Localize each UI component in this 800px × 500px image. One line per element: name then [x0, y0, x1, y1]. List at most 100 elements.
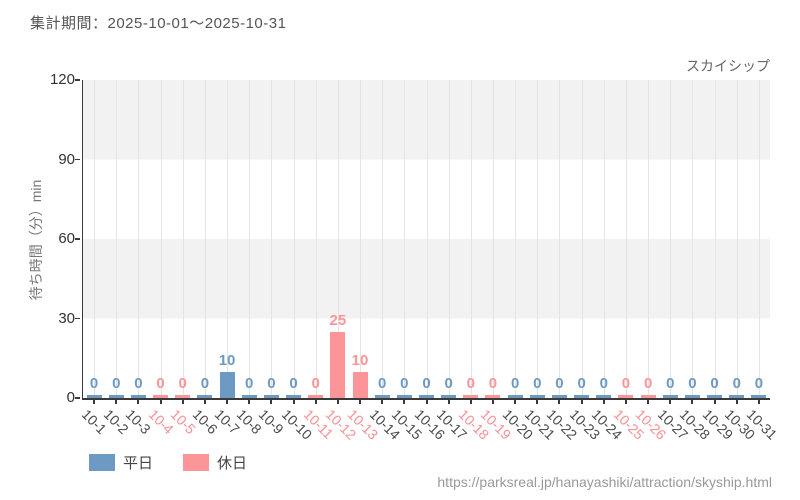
gridline: [160, 80, 162, 398]
bar-10-24: [596, 395, 612, 398]
x-axis-tick: [669, 400, 672, 404]
bar-10-9: [263, 395, 279, 398]
bar-10-16: [419, 395, 434, 398]
gridline: [648, 80, 650, 398]
gridline: [581, 80, 583, 398]
bar-10-5: [175, 395, 191, 398]
bar-value-label: 25: [329, 311, 347, 329]
x-axis-tick: [248, 400, 251, 404]
bar-10-1: [86, 395, 102, 398]
x-axis-tick: [691, 400, 694, 404]
bar-value-label: 0: [289, 375, 298, 392]
x-axis-tick: [403, 400, 406, 404]
gridline: [515, 80, 517, 398]
bar-10-4: [153, 395, 169, 398]
gridline: [249, 80, 251, 398]
legend-item-holiday: 休日: [183, 452, 247, 473]
bar-10-23: [574, 395, 590, 398]
gridline: [182, 80, 184, 398]
bar-10-7: [219, 371, 235, 398]
bar-value-label: 0: [466, 375, 475, 392]
legend-swatch-holiday: [183, 454, 210, 471]
bar-value-label: 0: [400, 375, 409, 392]
gridline: [138, 80, 140, 398]
bar-value-label: 0: [621, 375, 631, 392]
bar-value-label: 0: [156, 375, 165, 392]
bar-10-19: [485, 395, 501, 398]
gridline: [470, 80, 472, 398]
gridline: [537, 80, 539, 398]
x-axis-tick: [93, 400, 96, 404]
gridline: [382, 80, 384, 398]
gridline: [714, 80, 716, 398]
bar-10-3: [130, 395, 146, 398]
gridline: [492, 80, 494, 398]
bar-value-label: 0: [178, 375, 187, 392]
bar-value-label: 0: [89, 375, 99, 392]
y-tick-label: 30: [58, 309, 75, 327]
bar-10-2: [108, 395, 124, 398]
x-axis-tick: [647, 400, 650, 404]
bar-value-label: 0: [577, 375, 586, 392]
gridline: [404, 80, 406, 398]
y-axis-tick: [75, 397, 80, 399]
legend-label: 休日: [217, 455, 248, 472]
gridline: [94, 80, 96, 398]
bar-10-30: [729, 395, 745, 398]
bar-value-label: 0: [533, 375, 542, 392]
bar-10-25: [618, 395, 634, 398]
x-axis-tick: [381, 400, 384, 404]
bar-10-12: [330, 331, 346, 398]
bar-value-label: 0: [688, 375, 697, 392]
y-axis-tick: [75, 158, 80, 160]
x-axis-tick: [558, 400, 561, 404]
bar-10-8: [241, 395, 257, 398]
bar-value-label: 0: [732, 375, 741, 392]
legend-item-weekday: 平日: [89, 452, 153, 473]
bar-value-label: 0: [599, 375, 608, 392]
bar-value-label: 0: [710, 375, 719, 392]
x-axis-tick: [469, 400, 472, 404]
bar-10-28: [684, 395, 700, 398]
bar-10-11: [308, 395, 324, 398]
bar-value-label: 0: [488, 375, 498, 392]
bar-10-26: [640, 395, 656, 398]
bar-10-13: [352, 371, 368, 398]
gridline: [559, 80, 561, 398]
bar-10-18: [463, 395, 479, 398]
y-axis-tick: [75, 79, 80, 81]
x-axis-tick: [536, 400, 539, 404]
bar-value-label: 0: [267, 375, 276, 392]
gridline: [360, 80, 362, 398]
y-axis-tick: [75, 317, 80, 319]
gridline: [293, 80, 295, 398]
gridline: [448, 80, 450, 398]
x-axis-tick: [159, 400, 162, 404]
bar-10-14: [374, 395, 390, 398]
bar-value-label: 0: [200, 375, 210, 392]
x-axis-tick: [425, 400, 428, 404]
x-axis-tick: [314, 400, 317, 404]
gridline: [227, 80, 229, 398]
x-axis-tick: [359, 400, 362, 404]
x-axis-tick: [713, 400, 716, 404]
gridline: [337, 80, 339, 398]
bar-10-22: [551, 395, 567, 398]
bar-10-15: [396, 395, 412, 398]
bar-value-label: 0: [245, 375, 254, 392]
legend-swatch-weekday: [89, 454, 115, 471]
gridline: [603, 80, 605, 398]
gridline: [204, 80, 206, 398]
source-url: https://parksreal.jp/hanayashiki/attract…: [437, 474, 772, 490]
bar-value-label: 0: [510, 375, 520, 392]
y-tick-label: 120: [49, 71, 75, 88]
bar-value-label: 0: [643, 375, 653, 392]
bar-10-20: [507, 395, 523, 398]
x-axis-tick: [336, 400, 339, 404]
gridline: [625, 80, 627, 398]
gridline: [116, 80, 118, 398]
bar-value-label: 0: [666, 375, 675, 392]
y-tick-label: 0: [66, 389, 75, 406]
x-axis-tick: [292, 400, 295, 404]
